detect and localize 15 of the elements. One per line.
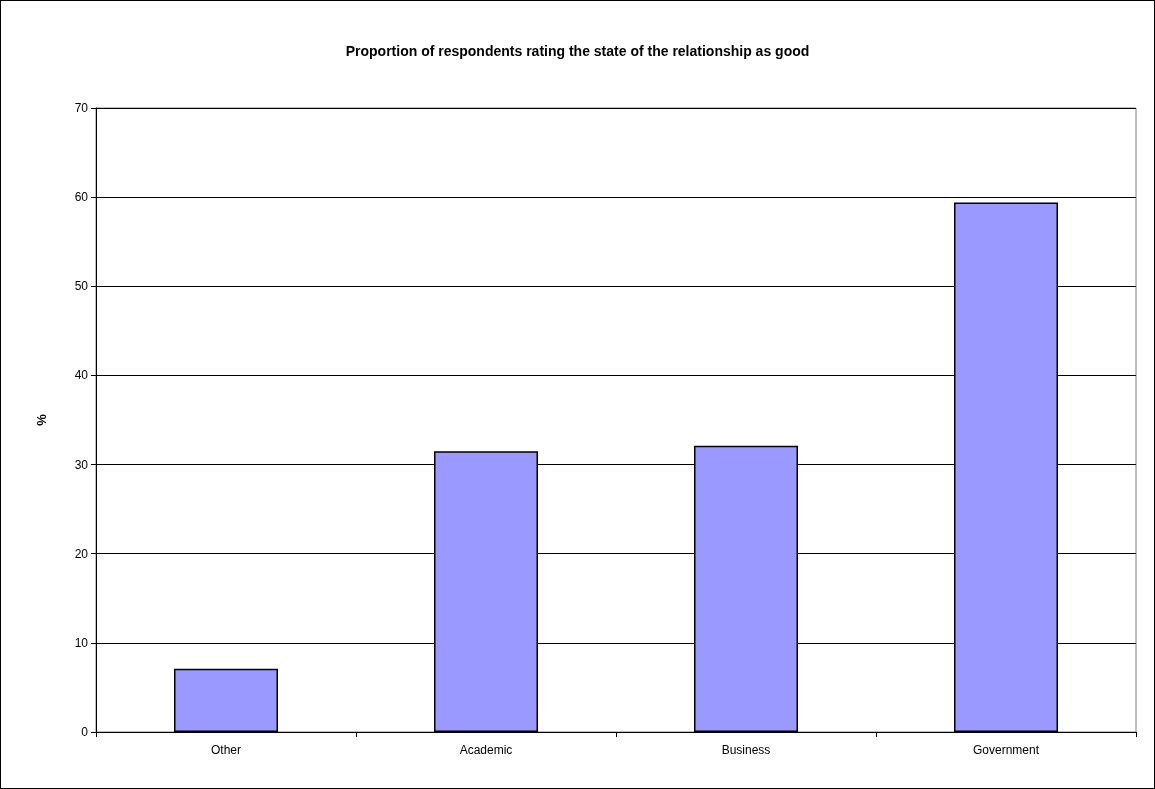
- x-tick-label: Government: [972, 743, 1040, 757]
- y-tick-label: 0: [81, 725, 89, 739]
- y-tick-label: 30: [74, 457, 89, 472]
- chart-title: Proportion of respondents rating the state of the relationship as good: [345, 43, 810, 59]
- y-tick-label: 40: [74, 368, 89, 383]
- x-tick-label: Academic: [459, 743, 513, 757]
- x-tick-label: Other: [210, 743, 242, 757]
- x-tick-label: Business: [721, 743, 771, 757]
- bar: [174, 668, 278, 732]
- y-tick-label: 50: [74, 279, 89, 294]
- y-tick-label: 70: [74, 101, 89, 115]
- y-tick-label: 20: [74, 546, 89, 561]
- y-tick-label: 60: [74, 190, 89, 205]
- y-axis-title: %: [34, 413, 49, 426]
- y-tick-label: 10: [74, 635, 89, 650]
